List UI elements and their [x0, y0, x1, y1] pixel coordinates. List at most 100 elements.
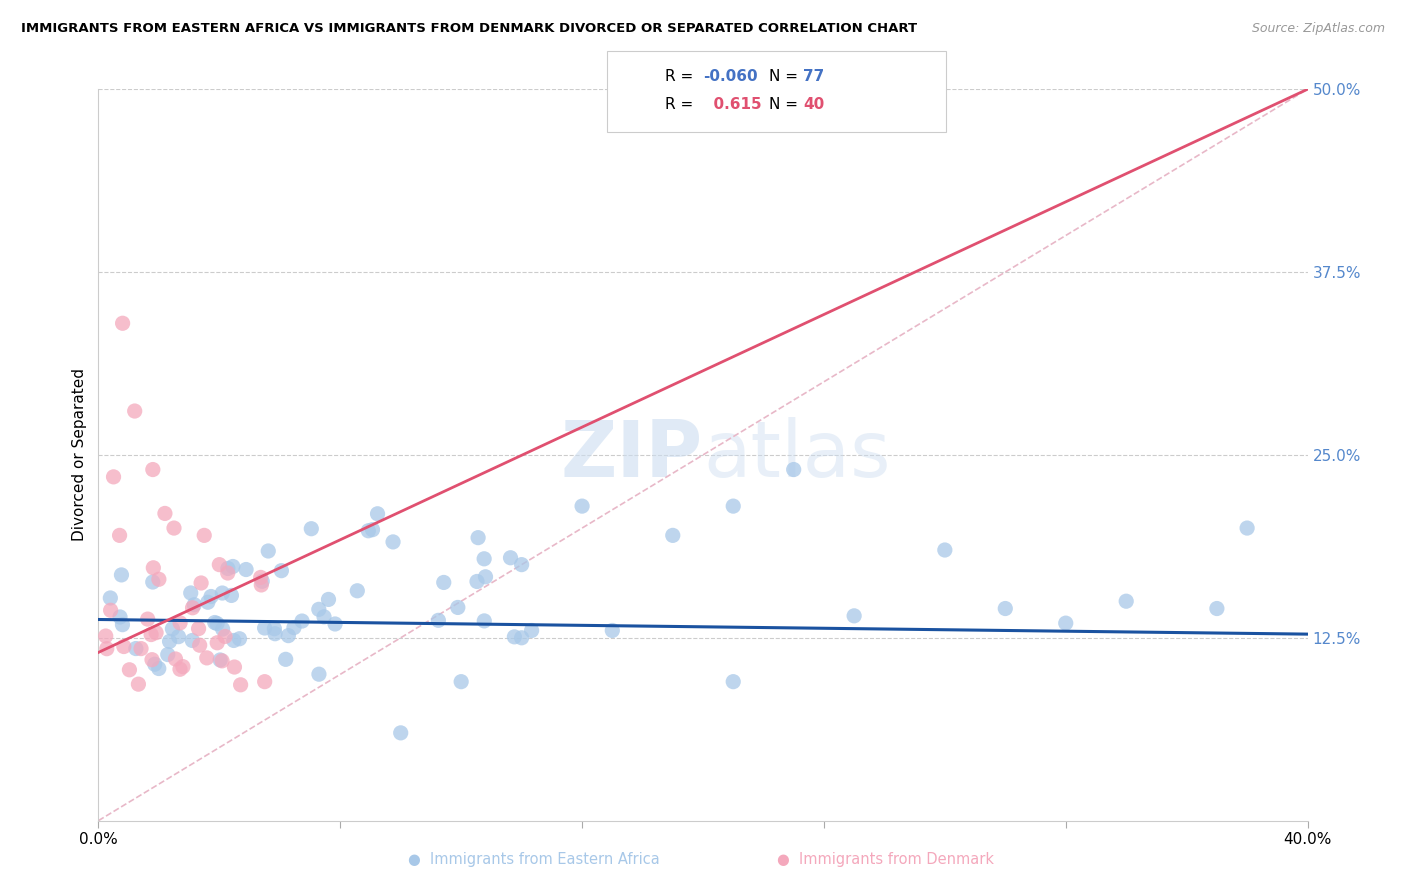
Point — [205, 616, 228, 631]
Point — [217, 561, 239, 575]
Point — [661, 528, 683, 542]
Text: Source: ZipAtlas.com: Source: ZipAtlas.com — [1251, 22, 1385, 36]
Point — [169, 662, 191, 676]
Point — [1054, 616, 1077, 631]
Point — [108, 528, 131, 542]
Point — [188, 638, 211, 652]
Y-axis label: Divorced or Separated: Divorced or Separated — [72, 368, 87, 541]
Point — [472, 614, 495, 628]
Text: 40: 40 — [803, 97, 824, 112]
Point — [1115, 594, 1137, 608]
Point — [844, 608, 866, 623]
Point — [110, 568, 132, 582]
Point — [934, 543, 956, 558]
Text: IMMIGRANTS FROM EASTERN AFRICA VS IMMIGRANTS FROM DENMARK DIVORCED OR SEPARATED : IMMIGRANTS FROM EASTERN AFRICA VS IMMIGR… — [21, 22, 917, 36]
Point — [433, 575, 456, 590]
Text: R =: R = — [665, 97, 699, 112]
Point — [450, 674, 472, 689]
Point — [357, 524, 380, 538]
Text: -0.060: -0.060 — [703, 69, 758, 84]
Point — [159, 634, 181, 648]
Point — [142, 561, 165, 575]
Point — [474, 570, 496, 584]
Text: 0.615: 0.615 — [703, 97, 762, 112]
Point — [205, 636, 228, 650]
Point — [723, 674, 745, 689]
Point — [257, 544, 280, 558]
Point — [108, 610, 131, 624]
Point — [209, 653, 232, 667]
Point — [224, 660, 246, 674]
Text: ●  Immigrants from Denmark: ● Immigrants from Denmark — [778, 852, 994, 867]
Point — [111, 617, 134, 632]
Point — [197, 595, 219, 609]
Point — [222, 559, 245, 574]
Point — [274, 652, 297, 666]
Point — [510, 631, 533, 645]
Point — [283, 621, 305, 635]
Point — [221, 589, 243, 603]
Point — [217, 566, 239, 580]
Point — [118, 663, 141, 677]
Point — [277, 629, 299, 643]
Point — [190, 576, 212, 591]
Point — [98, 591, 121, 605]
Point — [367, 507, 389, 521]
Point — [136, 612, 159, 626]
Point — [181, 600, 204, 615]
Point — [235, 562, 257, 576]
Point — [96, 641, 118, 656]
Point — [1206, 601, 1229, 615]
Point — [228, 632, 250, 646]
Point — [142, 462, 165, 476]
Point — [222, 633, 245, 648]
Point — [427, 613, 450, 627]
Point — [165, 652, 187, 666]
Point — [361, 523, 384, 537]
Point — [156, 648, 179, 662]
Point — [193, 528, 215, 542]
Point — [167, 630, 190, 644]
Point — [94, 629, 117, 643]
Point — [389, 726, 412, 740]
Point — [145, 625, 167, 640]
Text: atlas: atlas — [703, 417, 890, 493]
Point — [250, 578, 273, 592]
Point — [139, 627, 162, 641]
Point — [148, 661, 170, 675]
Text: ZIP: ZIP — [561, 417, 703, 493]
Point — [200, 590, 222, 604]
Point — [100, 603, 122, 617]
Point — [141, 653, 163, 667]
Point — [520, 624, 543, 638]
Point — [208, 558, 231, 572]
Point — [467, 531, 489, 545]
Point — [783, 462, 806, 476]
Point — [1236, 521, 1258, 535]
Point — [499, 550, 522, 565]
Point — [211, 586, 233, 600]
Point — [253, 674, 276, 689]
Point — [318, 592, 340, 607]
Point — [291, 614, 314, 628]
Point — [253, 621, 276, 635]
Point — [602, 624, 624, 638]
Point — [211, 622, 233, 636]
Point — [503, 630, 526, 644]
Point — [723, 499, 745, 513]
Point — [162, 622, 184, 636]
Point — [312, 610, 335, 624]
Point — [129, 641, 152, 656]
Point — [299, 522, 322, 536]
Point — [270, 564, 292, 578]
Point — [195, 651, 218, 665]
Point — [571, 499, 593, 513]
Point — [124, 404, 146, 418]
Point — [472, 551, 495, 566]
Point — [211, 654, 233, 668]
Point — [181, 633, 204, 648]
Point — [172, 659, 194, 673]
Point — [346, 583, 368, 598]
Point — [125, 641, 148, 656]
Point — [308, 602, 330, 616]
